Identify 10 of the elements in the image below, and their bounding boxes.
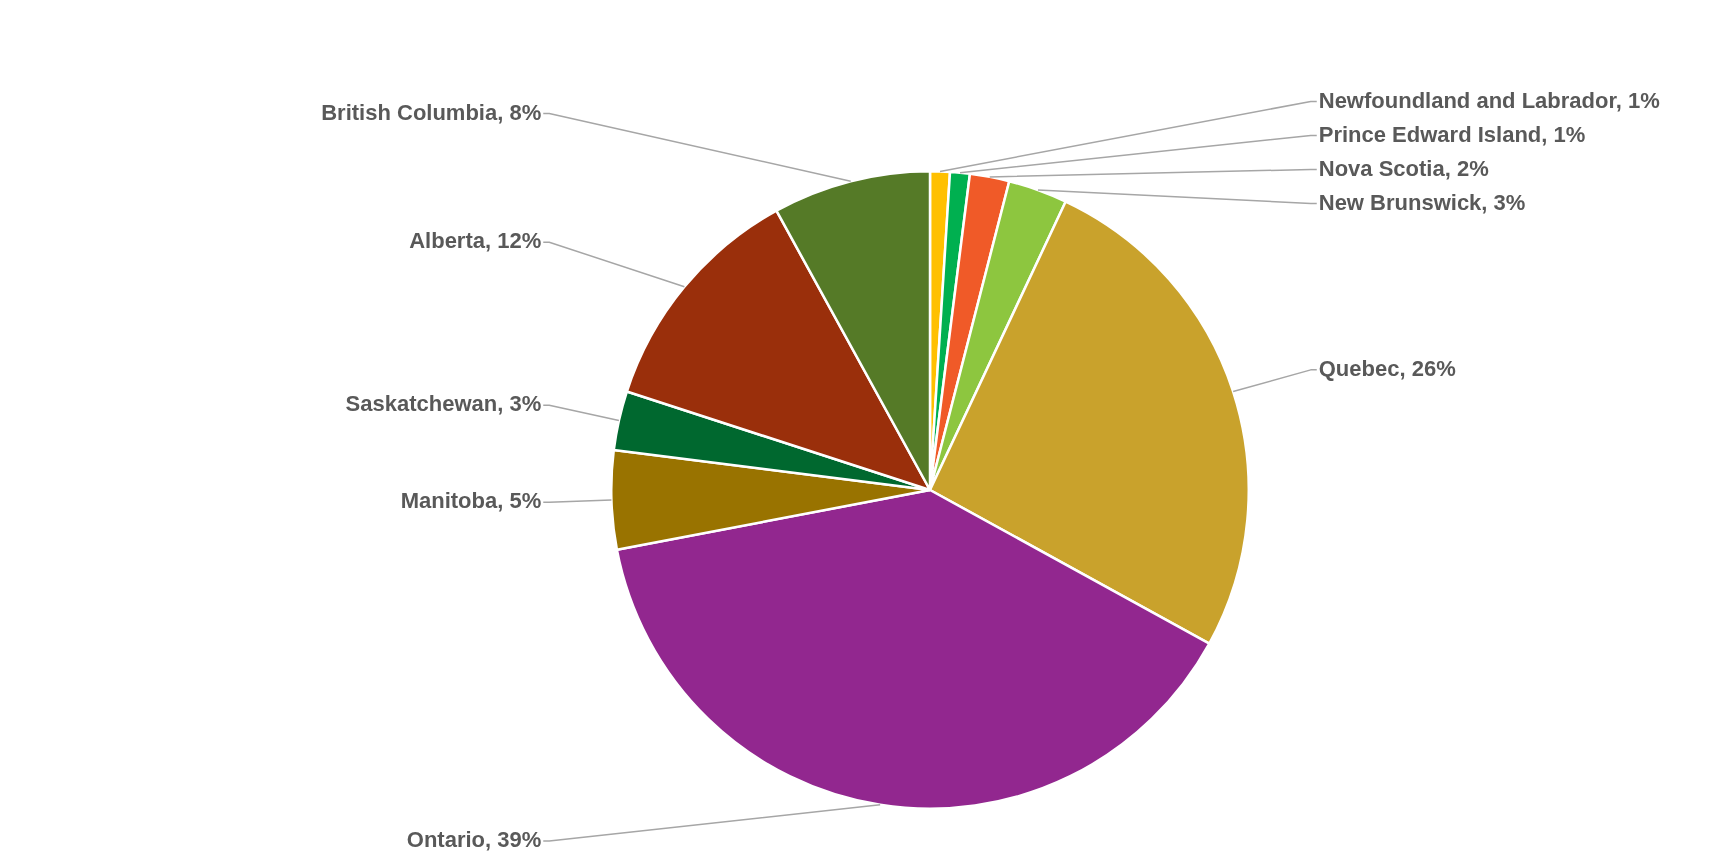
slice-label: Quebec, 26%	[1318, 355, 1456, 381]
slice-label: Manitoba, 5%	[400, 488, 542, 514]
slice-label: British Columbia, 8%	[321, 99, 542, 125]
slice-label: Nova Scotia, 2%	[1318, 155, 1489, 181]
slice-label: Prince Edward Island, 1%	[1318, 121, 1586, 147]
slice-label: Alberta, 12%	[409, 228, 542, 254]
slice-label: Saskatchewan, 3%	[345, 391, 542, 417]
slice-label: New Brunswick, 3%	[1318, 189, 1526, 215]
slice-label: Newfoundland and Labrador, 1%	[1318, 87, 1660, 113]
slice-label: Ontario, 39%	[406, 827, 542, 853]
